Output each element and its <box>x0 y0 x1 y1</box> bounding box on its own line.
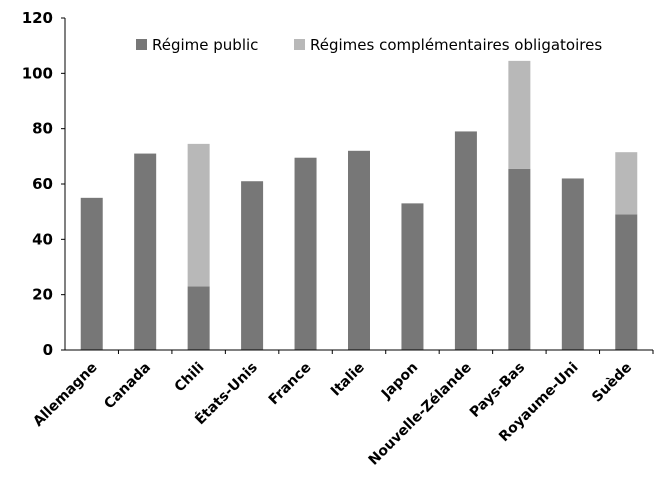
legend: Régime public Régimes complémentaires obl… <box>136 36 602 54</box>
bar-regimes-complementaires <box>615 152 638 215</box>
bar-regime-public <box>241 181 264 350</box>
x-category-label: Canada <box>101 360 154 413</box>
y-tick-label: 0 <box>43 341 53 359</box>
bar-regime-public <box>508 168 531 350</box>
y-tick-label: 100 <box>22 64 53 82</box>
y-tick-label: 120 <box>22 9 53 27</box>
bar-regimes-complementaires <box>187 143 210 287</box>
bar-regime-public <box>454 131 477 350</box>
bar-regime-public <box>187 286 210 350</box>
bar-regime-public <box>348 150 370 350</box>
legend-swatch <box>136 39 147 50</box>
bar-regime-public <box>401 203 424 350</box>
x-category-label: Suède <box>589 360 635 406</box>
x-category-label: Italie <box>328 360 368 400</box>
x-category-label: France <box>266 360 315 409</box>
x-category-label: Allemagne <box>30 360 100 430</box>
axes <box>64 18 653 351</box>
x-category-label: Chili <box>172 360 208 396</box>
bar-regime-public <box>561 178 584 350</box>
y-tick-label: 40 <box>32 230 53 248</box>
bar-regimes-complementaires <box>508 60 531 169</box>
legend-label: Régimes complémentaires obligatoires <box>310 36 602 54</box>
bar-regime-public <box>134 153 157 350</box>
x-category-label: Japon <box>378 360 421 403</box>
bar-regime-public <box>80 197 103 350</box>
bars <box>80 60 654 354</box>
bar-regime-public <box>615 214 638 350</box>
legend-label: Régime public <box>152 36 258 54</box>
bar-regime-public <box>294 157 317 350</box>
legend-swatch <box>294 39 305 50</box>
x-category-label: Nouvelle-Zélande <box>366 360 475 469</box>
y-tick-label: 80 <box>32 120 53 138</box>
y-tick-label: 60 <box>32 175 53 193</box>
y-axis-ticks: 0 20 40 60 80 100 120 <box>22 9 65 359</box>
y-tick-label: 20 <box>32 286 53 304</box>
